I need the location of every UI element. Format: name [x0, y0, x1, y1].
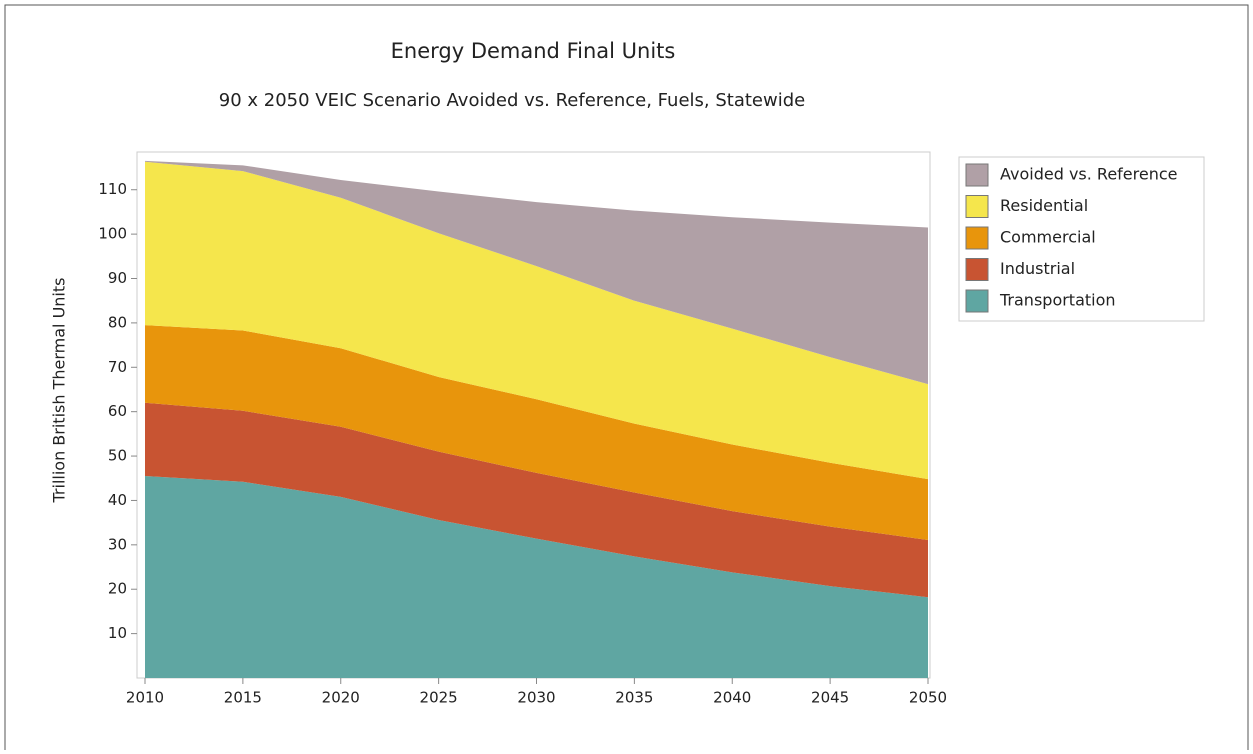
y-tick-label: 30: [108, 535, 127, 553]
chart-title: Energy Demand Final Units: [391, 39, 676, 63]
x-tick-label: 2035: [615, 689, 653, 707]
y-axis-label: Trillion British Thermal Units: [50, 278, 69, 504]
legend-swatch: [965, 289, 989, 313]
x-tick-label: 2040: [713, 689, 751, 707]
legend-label: Residential: [1000, 196, 1088, 215]
y-tick-label: 70: [108, 358, 127, 376]
x-tick-label: 2045: [811, 689, 849, 707]
y-tick-label: 50: [108, 447, 127, 465]
y-tick-label: 90: [108, 269, 127, 287]
x-tick-label: 2050: [909, 689, 947, 707]
y-tick-label: 60: [108, 402, 127, 420]
y-tick-label: 110: [98, 180, 127, 198]
legend: [958, 156, 1205, 322]
y-tick-label: 100: [98, 225, 127, 243]
y-tick-label: 40: [108, 491, 127, 509]
frame: [4, 4, 1249, 754]
legend-label: Industrial: [1000, 259, 1075, 278]
area: [145, 402, 928, 598]
legend-swatch: [965, 195, 989, 218]
legend-swatch: [965, 258, 989, 281]
area: [145, 476, 928, 678]
legend-label: Commercial: [1000, 228, 1096, 247]
x-tick-label: 2030: [517, 689, 555, 707]
x-tick-label: 2025: [420, 689, 458, 707]
chart-subtitle: 90 x 2050 VEIC Scenario Avoided vs. Refe…: [219, 90, 805, 111]
x-tick-label: 2020: [322, 689, 360, 707]
x-tick-label: 2010: [126, 689, 164, 707]
legend-label: Transportation: [999, 291, 1116, 310]
y-tick-label: 20: [108, 580, 127, 598]
area: [145, 161, 928, 480]
y-tick-label: 10: [108, 624, 127, 642]
area: [145, 160, 928, 385]
legend-label: Avoided vs. Reference: [1000, 165, 1178, 184]
y-tick-label: 80: [108, 313, 127, 331]
legend-swatch: [965, 226, 989, 250]
area: [145, 325, 928, 540]
x-tick-label: 2015: [224, 689, 262, 707]
legend-swatch: [965, 163, 989, 187]
